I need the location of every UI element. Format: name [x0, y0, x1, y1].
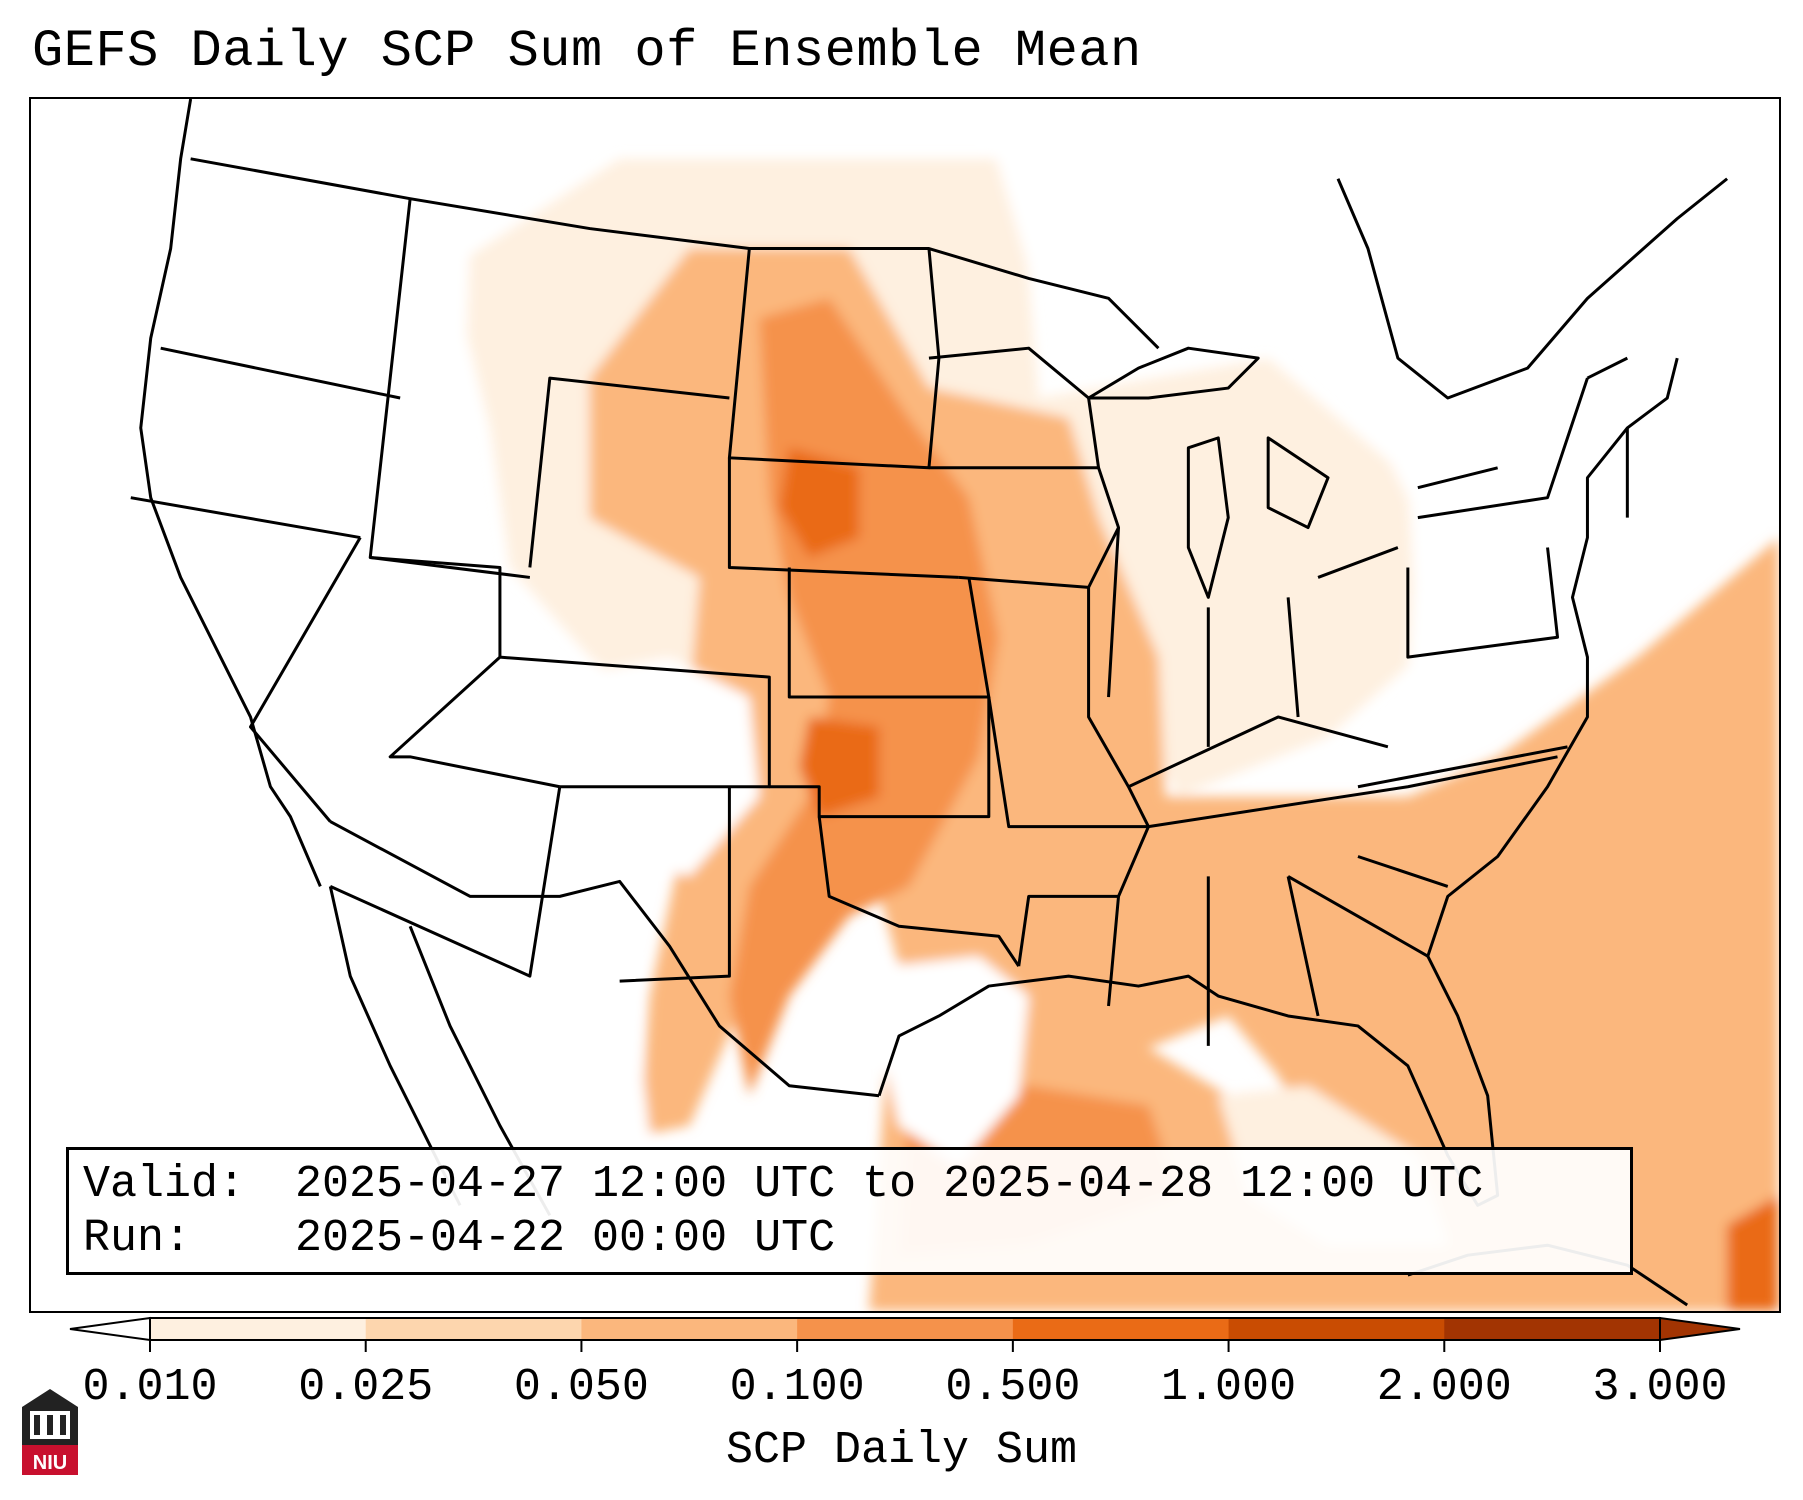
scp-region-core-3: [1727, 1195, 1779, 1311]
colorbar-border: [149, 1317, 1661, 1341]
scp-shading: [31, 99, 1779, 1311]
scp-field-map: [31, 99, 1779, 1311]
scp-region-dry-canada: [978, 99, 1779, 319]
state-line-sd-ne: [727, 457, 959, 579]
valid-value: 2025-04-27 12:00 UTC to 2025-04-28 12:00…: [295, 1159, 1484, 1210]
state-line-nc-va: [1357, 745, 1568, 789]
state-line-mo-ar: [987, 587, 1150, 829]
scp-region-southeast: [1128, 537, 1779, 1311]
colorbar-segment: [1012, 1318, 1230, 1340]
niu-logo-text: NIU: [33, 1452, 67, 1474]
scp-region-dry-texas: [879, 956, 1029, 1166]
scp-region-dry-central: [569, 657, 760, 877]
colorbar-segment: [581, 1318, 798, 1340]
state-line-tn: [1148, 755, 1558, 829]
lake-huron: [1266, 436, 1330, 530]
colorbar-tick-label: 0.050: [513, 1362, 649, 1413]
state-line-ms-al: [1107, 876, 1320, 1046]
colorbar: [69, 1316, 1741, 1352]
colorbar-segment: [1228, 1318, 1445, 1340]
lake-michigan: [1186, 436, 1230, 599]
colorbar-extend-high: [1659, 1316, 1741, 1342]
colorbar-segment: [797, 1318, 1014, 1340]
colorbar-tick-label: 0.500: [945, 1362, 1081, 1413]
colorbar-extend-low: [69, 1316, 151, 1342]
map-panel: [29, 97, 1781, 1313]
map-title: GEFS Daily SCP Sum of Ensemble Mean: [32, 22, 1142, 81]
scp-region-dry-northeast: [1328, 158, 1779, 698]
run-line: Run: 2025-04-22 00:00 UTC: [83, 1212, 1630, 1266]
state-line-nm-tx: [619, 786, 731, 983]
state-line-mt-wy: [528, 376, 730, 568]
state-line-new-england: [1586, 356, 1629, 518]
state-line-or-ca: [130, 496, 361, 540]
state-line-ky: [1127, 715, 1389, 789]
colorbar-title: SCP Daily Sum: [725, 1425, 1078, 1476]
hudson-st-lawrence: [1336, 177, 1729, 400]
colorbar-segment: [1444, 1318, 1661, 1340]
run-value: 2025-04-22 00:00 UTC: [295, 1213, 836, 1264]
colorbar-segment: [365, 1318, 582, 1340]
state-line-ia-mo: [958, 467, 1121, 589]
state-line-ut-co: [370, 555, 561, 789]
valid-label: Valid:: [83, 1159, 246, 1210]
state-line-pa: [1406, 547, 1560, 659]
state-line-ga-sc: [1287, 855, 1449, 958]
mexico-border: [329, 820, 880, 1098]
colorbar-tick-label: 3.000: [1592, 1362, 1728, 1413]
state-line-ar-la: [1017, 826, 1150, 967]
valid-line: Valid: 2025-04-27 12:00 UTC to 2025-04-28…: [83, 1158, 1630, 1212]
state-line-az-nm: [329, 786, 562, 978]
state-line-ny: [1417, 377, 1589, 520]
us-west-coast: [139, 99, 322, 887]
lake-superior: [1087, 346, 1260, 400]
state-line-il-in-oh: [1107, 527, 1300, 747]
colorbar-tick-label: 0.025: [298, 1362, 434, 1413]
scp-region-dry-west: [31, 99, 670, 1311]
state-line-nv: [249, 536, 362, 823]
colorbar-segment: [150, 1318, 367, 1340]
state-line-id: [368, 198, 531, 579]
valid-run-box: Valid: 2025-04-27 12:00 UTC to 2025-04-28…: [66, 1147, 1633, 1275]
lake-erie-ontario: [1317, 466, 1499, 579]
colorbar-tick-label: 1.000: [1161, 1362, 1297, 1413]
colorbar-tick-label: 0.010: [82, 1362, 218, 1413]
state-line-ok-tx: [817, 816, 1020, 967]
atlantic-coast: [1426, 357, 1679, 957]
niu-logo-icon: NIU: [22, 1389, 78, 1475]
scp-region-core-1: [779, 447, 860, 558]
colorbar-tick-label: 0.100: [729, 1362, 865, 1413]
state-line-co-nm: [499, 655, 771, 789]
us-canada-border: [190, 157, 1160, 350]
state-line-wa-or: [160, 346, 401, 400]
run-label: Run:: [83, 1213, 192, 1264]
colorbar-tick-label: 2.000: [1376, 1362, 1512, 1413]
state-line-ne-ks: [787, 567, 991, 699]
